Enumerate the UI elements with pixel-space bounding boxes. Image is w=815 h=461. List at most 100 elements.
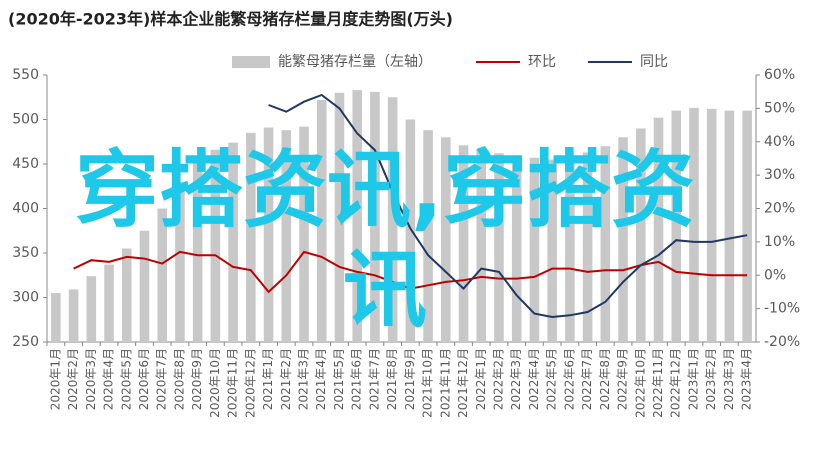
x-tick-label: 2021年11月	[438, 348, 452, 418]
y-tick-label: 550	[12, 67, 39, 83]
x-tick-label: 2020年3月	[84, 348, 98, 410]
x-tick-label: 2021年7月	[367, 348, 381, 410]
bar	[175, 181, 185, 342]
x-tick-label: 2021年4月	[314, 348, 328, 410]
bar	[423, 130, 433, 342]
y2-tick-label: 10%	[764, 234, 795, 250]
bar	[246, 132, 256, 342]
line	[268, 93, 748, 319]
bar	[600, 146, 611, 342]
bar	[157, 208, 167, 342]
bar	[51, 293, 61, 342]
bar	[210, 149, 221, 342]
chart-title: (2020年-2023年)样本企业能繁母猪存栏量月度走势图(万头)	[8, 10, 453, 29]
bar	[263, 127, 274, 342]
x-tick-label: 2020年10月	[208, 348, 222, 418]
bar	[458, 145, 469, 342]
y2-tick-label: 0%	[764, 267, 786, 283]
bar	[405, 119, 416, 342]
x-tick-label: 2022年5月	[545, 348, 559, 410]
bar	[86, 276, 97, 342]
bar	[476, 149, 487, 342]
x-tick-label: 2020年9月	[190, 348, 204, 410]
x-tick-label: 2022年10月	[633, 348, 647, 418]
x-tick-label: 2022年2月	[491, 348, 505, 410]
bar	[742, 110, 752, 342]
bar	[582, 152, 593, 342]
x-tick-label: 2023年4月	[740, 348, 754, 410]
bar	[529, 157, 540, 342]
y2-tick-label: -20%	[764, 334, 800, 350]
bar	[68, 289, 79, 342]
legend-label: 能繁母猪存栏量（左轴）	[278, 54, 432, 70]
legend-label: 环比	[528, 54, 556, 70]
bar	[228, 142, 238, 342]
bar	[370, 91, 380, 342]
x-tick-label: 2020年5月	[119, 348, 133, 410]
x-tick-label: 2021年12月	[456, 348, 470, 418]
x-tick-label: 2021年8月	[385, 348, 399, 410]
bar	[618, 137, 628, 342]
y2-tick-label: 20%	[764, 201, 795, 217]
x-tick-label: 2022年9月	[616, 348, 630, 410]
bar	[441, 137, 451, 342]
bar	[334, 92, 345, 342]
x-tick-label: 2022年12月	[669, 348, 683, 418]
bar	[104, 264, 114, 342]
line	[73, 250, 748, 294]
bar	[352, 90, 362, 342]
y-tick-label: 350	[12, 245, 39, 261]
x-tick-label: 2022年1月	[474, 348, 488, 410]
x-tick-label: 2023年3月	[722, 348, 736, 410]
x-tick-label: 2021年10月	[421, 348, 435, 418]
bar	[387, 97, 398, 342]
bar	[636, 128, 646, 342]
legend-label: 同比	[640, 54, 668, 70]
x-tick-label: 2020年12月	[243, 348, 257, 418]
x-tick-label: 2020年6月	[137, 348, 151, 410]
x-tick-label: 2020年4月	[102, 348, 116, 410]
y2-tick-label: 60%	[764, 67, 795, 83]
bar	[511, 155, 522, 342]
bar	[653, 117, 664, 342]
y-tick-label: 450	[12, 156, 39, 172]
x-tick-label: 2021年1月	[261, 348, 275, 410]
x-tick-label: 2022年7月	[580, 348, 594, 410]
y2-tick-label: 40%	[764, 134, 795, 150]
y2-tick-label: -10%	[764, 301, 800, 317]
legend-swatch	[232, 56, 270, 68]
x-tick-label: 2021年3月	[297, 348, 311, 410]
x-tick-label: 2021年5月	[332, 348, 346, 410]
bar	[281, 130, 292, 342]
x-tick-label: 2022年4月	[527, 348, 541, 410]
x-tick-label: 2021年2月	[279, 348, 293, 410]
x-tick-label: 2022年6月	[562, 348, 576, 410]
x-tick-label: 2023年2月	[704, 348, 718, 410]
y-tick-label: 250	[12, 334, 39, 350]
y-tick-label: 300	[12, 290, 39, 306]
x-tick-label: 2020年1月	[48, 348, 62, 410]
x-tick-label: 2023年1月	[686, 348, 700, 410]
bar	[316, 99, 327, 342]
bar	[299, 126, 309, 343]
x-tick-label: 2022年8月	[598, 348, 612, 410]
y-tick-label: 400	[12, 201, 39, 217]
x-tick-label: 2021年9月	[403, 348, 417, 410]
bar	[724, 110, 735, 342]
x-tick-label: 2020年7月	[155, 348, 169, 410]
bar	[671, 110, 682, 342]
bar	[494, 153, 504, 342]
y2-tick-label: 30%	[764, 167, 795, 183]
y-tick-label: 500	[12, 112, 39, 128]
x-tick-label: 2020年2月	[66, 348, 80, 410]
bar	[192, 162, 203, 342]
bar	[565, 156, 575, 342]
bar	[121, 248, 132, 342]
x-tick-label: 2021年6月	[350, 348, 364, 410]
x-tick-label: 2022年3月	[509, 348, 523, 410]
bar	[139, 230, 150, 342]
x-tick-label: 2020年11月	[226, 348, 240, 418]
bar	[547, 159, 557, 342]
